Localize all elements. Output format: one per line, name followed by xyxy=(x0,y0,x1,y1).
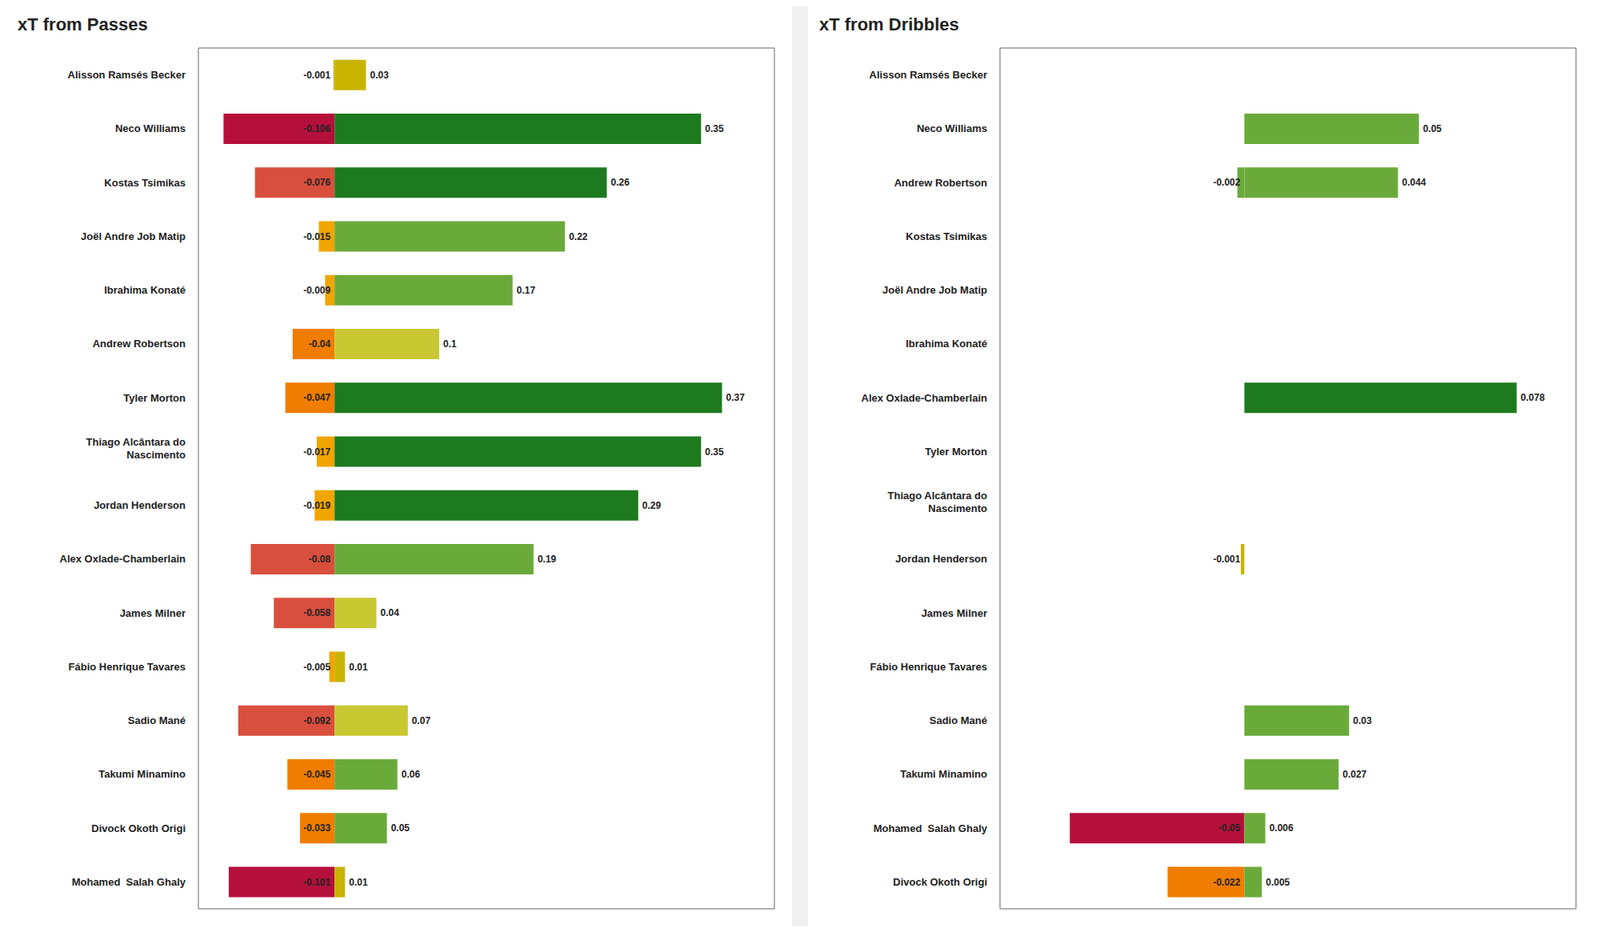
svg-text:-0.092: -0.092 xyxy=(303,715,331,727)
svg-text:-0.047: -0.047 xyxy=(303,392,331,404)
svg-text:Divock Okoth Origi: Divock Okoth Origi xyxy=(91,822,186,835)
svg-text:-0.033: -0.033 xyxy=(303,822,331,834)
svg-text:-0.058: -0.058 xyxy=(303,607,331,619)
svg-text:0.03: 0.03 xyxy=(369,69,389,81)
svg-text:Fábio Henrique Tavares: Fábio Henrique Tavares xyxy=(870,660,988,673)
svg-text:Tyler Morton: Tyler Morton xyxy=(123,392,186,404)
svg-text:Kostas Tsimikas: Kostas Tsimikas xyxy=(104,176,186,189)
svg-text:Alisson Ramsés Becker: Alisson Ramsés Becker xyxy=(68,68,186,81)
svg-text:0.22: 0.22 xyxy=(568,231,588,243)
svg-text:Alex Oxlade-Chamberlain: Alex Oxlade-Chamberlain xyxy=(861,392,988,404)
svg-text:Ibrahima Konaté: Ibrahima Konaté xyxy=(104,284,186,296)
svg-text:-0.019: -0.019 xyxy=(303,500,331,512)
svg-text:James Milner: James Milner xyxy=(120,607,186,620)
svg-text:Takumi Minamino: Takumi Minamino xyxy=(900,768,988,780)
svg-text:0.26: 0.26 xyxy=(611,176,631,188)
svg-text:-0.009: -0.009 xyxy=(303,284,331,296)
svg-text:0.17: 0.17 xyxy=(516,284,536,296)
svg-text:0.044: 0.044 xyxy=(1401,176,1426,188)
svg-text:Divock Okoth Origi: Divock Okoth Origi xyxy=(892,876,988,888)
svg-text:0.19: 0.19 xyxy=(537,553,557,565)
svg-text:0.027: 0.027 xyxy=(1342,768,1367,780)
svg-text:Mohamed Salah Ghaly: Mohamed Salah Ghaly xyxy=(873,822,988,835)
svg-text:0.37: 0.37 xyxy=(726,392,746,404)
svg-text:0.006: 0.006 xyxy=(1269,822,1294,834)
svg-text:-0.022: -0.022 xyxy=(1212,876,1240,888)
svg-text:Thiago Alcântara doNascimento: Thiago Alcântara doNascimento xyxy=(888,489,988,515)
svg-text:-0.106: -0.106 xyxy=(303,123,331,135)
svg-text:-0.08: -0.08 xyxy=(308,553,332,565)
svg-text:-0.005: -0.005 xyxy=(303,661,331,673)
svg-text:Joël Andre Job Matip: Joël Andre Job Matip xyxy=(882,284,988,296)
svg-text:Mohamed Salah Ghaly: Mohamed Salah Ghaly xyxy=(72,876,187,888)
svg-text:Sadio Mané: Sadio Mané xyxy=(128,714,186,727)
svg-text:-0.002: -0.002 xyxy=(1212,176,1240,188)
svg-text:Sadio Mané: Sadio Mané xyxy=(929,714,988,727)
svg-text:0.04: 0.04 xyxy=(380,607,400,619)
svg-text:0.06: 0.06 xyxy=(401,768,421,780)
svg-text:Jordan Henderson: Jordan Henderson xyxy=(93,499,186,512)
svg-text:0.1: 0.1 xyxy=(443,338,457,350)
svg-text:Andrew Robertson: Andrew Robertson xyxy=(92,337,186,350)
svg-text:Tyler Morton: Tyler Morton xyxy=(924,445,988,458)
svg-text:Neco Williams: Neco Williams xyxy=(115,122,186,135)
html-text:xT from Passes: xT from Passes xyxy=(17,14,148,35)
svg-text:Joël Andre Job Matip: Joël Andre Job Matip xyxy=(80,230,186,243)
svg-text:-0.05: -0.05 xyxy=(1218,822,1241,834)
svg-text:Alisson Ramsés Becker: Alisson Ramsés Becker xyxy=(869,68,988,81)
svg-text:-0.001: -0.001 xyxy=(1212,553,1240,565)
svg-text:-0.045: -0.045 xyxy=(303,768,331,780)
svg-text:Neco Williams: Neco Williams xyxy=(916,122,988,135)
svg-text:0.03: 0.03 xyxy=(1352,715,1372,727)
svg-text:0.35: 0.35 xyxy=(704,446,724,458)
svg-text:-0.015: -0.015 xyxy=(303,231,331,243)
svg-text:Thiago Alcântara doNascimento: Thiago Alcântara doNascimento xyxy=(86,436,187,461)
svg-text:-0.001: -0.001 xyxy=(303,69,331,81)
svg-text:0.01: 0.01 xyxy=(348,876,368,888)
svg-text:0.29: 0.29 xyxy=(642,500,662,512)
svg-text:-0.017: -0.017 xyxy=(303,446,331,458)
svg-text:0.05: 0.05 xyxy=(1423,123,1443,135)
svg-text:-0.076: -0.076 xyxy=(303,176,331,188)
svg-text:Takumi Minamino: Takumi Minamino xyxy=(98,768,186,780)
svg-text:0.35: 0.35 xyxy=(704,123,724,135)
html-text:xT from Dribbles: xT from Dribbles xyxy=(819,14,960,35)
svg-text:Kostas Tsimikas: Kostas Tsimikas xyxy=(905,230,988,243)
svg-text:Jordan Henderson: Jordan Henderson xyxy=(895,552,988,565)
svg-text:Alex Oxlade-Chamberlain: Alex Oxlade-Chamberlain xyxy=(60,552,187,565)
svg-text:Andrew Robertson: Andrew Robertson xyxy=(894,176,988,189)
svg-text:0.005: 0.005 xyxy=(1265,876,1290,888)
svg-text:Fábio Henrique Tavares: Fábio Henrique Tavares xyxy=(68,660,186,673)
svg-text:0.05: 0.05 xyxy=(391,822,411,834)
svg-text:James Milner: James Milner xyxy=(921,607,988,620)
svg-text:Ibrahima Konaté: Ibrahima Konaté xyxy=(905,337,988,350)
svg-text:0.078: 0.078 xyxy=(1520,392,1545,404)
svg-text:0.01: 0.01 xyxy=(348,661,368,673)
svg-text:0.07: 0.07 xyxy=(412,715,432,727)
svg-text:-0.04: -0.04 xyxy=(308,338,332,350)
svg-text:-0.101: -0.101 xyxy=(303,876,331,888)
